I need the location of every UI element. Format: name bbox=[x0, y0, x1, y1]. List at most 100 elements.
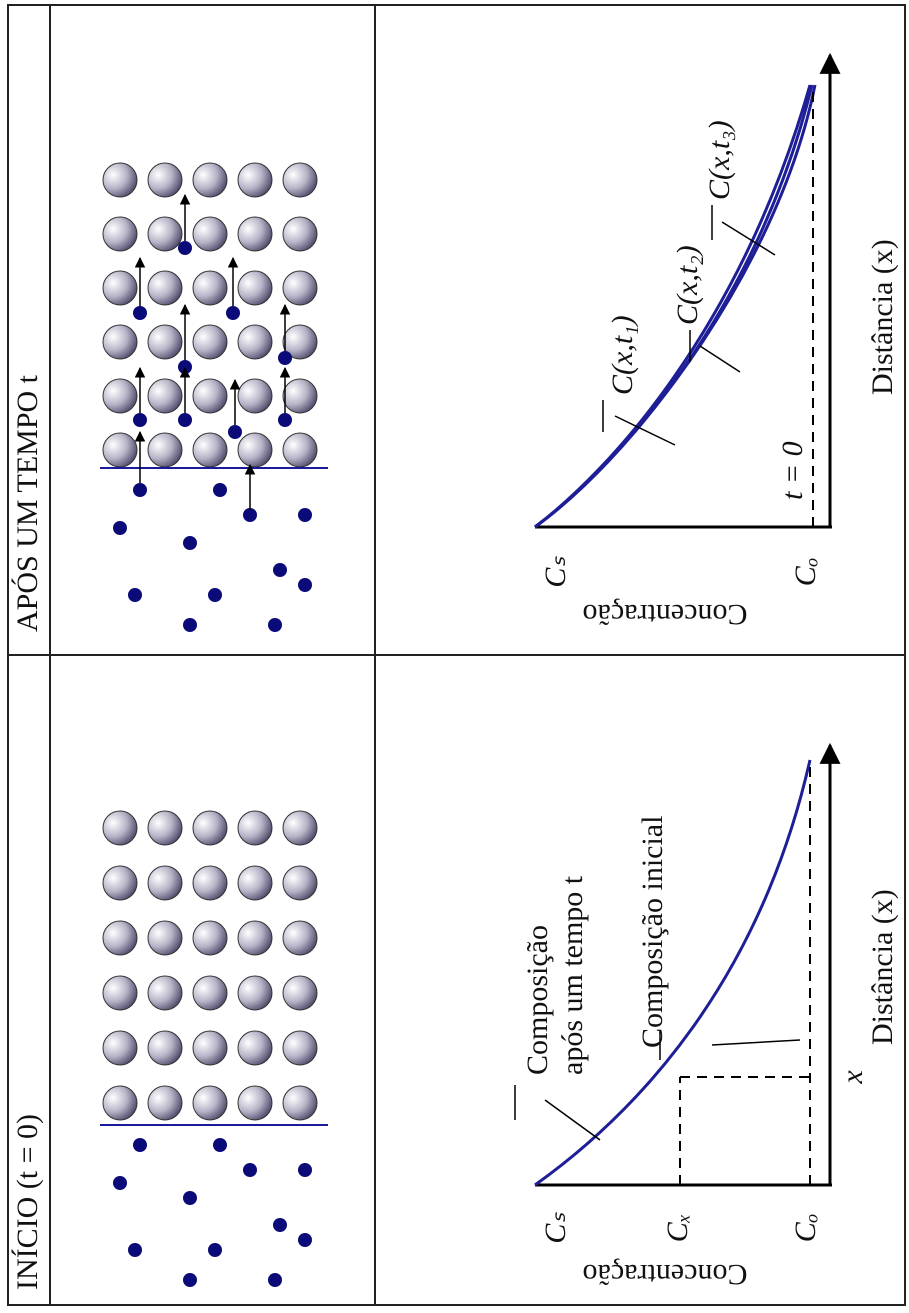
atom bbox=[192, 216, 228, 252]
solute-dot bbox=[298, 508, 312, 522]
atom bbox=[192, 432, 228, 468]
solute-dot bbox=[213, 1138, 227, 1152]
atom bbox=[147, 975, 183, 1011]
atom bbox=[237, 324, 273, 360]
solute-dot bbox=[298, 1233, 312, 1247]
atom bbox=[237, 810, 273, 846]
leader-line bbox=[544, 1099, 601, 1141]
solute-dot bbox=[113, 521, 127, 535]
table-border bbox=[7, 4, 906, 1306]
atom bbox=[192, 1030, 228, 1066]
atom bbox=[102, 1030, 138, 1066]
solute-dot bbox=[226, 306, 240, 320]
atom bbox=[282, 324, 318, 360]
solute-dot bbox=[128, 588, 142, 602]
concentration-curve bbox=[534, 84, 817, 529]
curve-label: C(x,t₂) bbox=[671, 245, 704, 325]
curve-label: C(x,t₁) bbox=[606, 315, 639, 395]
solute-dot bbox=[178, 241, 192, 255]
atom bbox=[102, 1085, 138, 1121]
leader-line bbox=[721, 221, 776, 256]
solute-dot bbox=[208, 1243, 222, 1257]
atom bbox=[192, 920, 228, 956]
solute-dot bbox=[278, 413, 292, 427]
solute-dot bbox=[133, 483, 147, 497]
atom bbox=[192, 1085, 228, 1121]
atom bbox=[102, 162, 138, 198]
atom bbox=[102, 432, 138, 468]
atom bbox=[147, 216, 183, 252]
atom bbox=[147, 920, 183, 956]
x-marker: x bbox=[836, 1070, 869, 1085]
solute-dot bbox=[213, 483, 227, 497]
solute-dot bbox=[183, 1273, 197, 1287]
initial-label: t = 0 bbox=[776, 441, 809, 500]
leader-line bbox=[699, 345, 741, 373]
atom bbox=[147, 324, 183, 360]
solute-dot bbox=[183, 618, 197, 632]
atom bbox=[237, 432, 273, 468]
atom bbox=[282, 975, 318, 1011]
tick-co: Cₒ bbox=[789, 558, 822, 587]
atom bbox=[282, 216, 318, 252]
solute-dot bbox=[298, 1163, 312, 1177]
solute-dot bbox=[178, 413, 192, 427]
atom bbox=[102, 216, 138, 252]
solute-dot bbox=[298, 578, 312, 592]
tick-cx: Cₓ bbox=[661, 1214, 694, 1243]
atom bbox=[102, 270, 138, 306]
atom bbox=[147, 1085, 183, 1121]
atom bbox=[282, 1030, 318, 1066]
tick-co: Cₒ bbox=[789, 1214, 822, 1243]
solute-dot bbox=[273, 1218, 287, 1232]
solute-dot bbox=[133, 306, 147, 320]
header-right: APÓS UM TEMPO t bbox=[11, 374, 44, 632]
atom bbox=[147, 810, 183, 846]
atom bbox=[192, 810, 228, 846]
atom bbox=[192, 324, 228, 360]
drawing: INÍCIO (t = 0) APÓS UM TEMPO t Cₛ Cₓ Cₒ x Dist… bbox=[11, 52, 899, 1291]
atom bbox=[102, 810, 138, 846]
atom bbox=[147, 865, 183, 901]
solute-dot bbox=[183, 1191, 197, 1205]
atom bbox=[147, 432, 183, 468]
atom bbox=[237, 1085, 273, 1121]
y-axis-label: Concentração bbox=[583, 1258, 748, 1291]
atom bbox=[192, 378, 228, 414]
atom bbox=[237, 920, 273, 956]
atom bbox=[282, 270, 318, 306]
solute-dot bbox=[243, 1163, 257, 1177]
y-axis-label: Concentração bbox=[583, 598, 748, 631]
atom bbox=[282, 432, 318, 468]
solute-dot bbox=[278, 351, 292, 365]
atom bbox=[237, 162, 273, 198]
atom bbox=[147, 162, 183, 198]
atom bbox=[237, 216, 273, 252]
atom bbox=[147, 270, 183, 306]
curve-label: C(x,t₃) bbox=[703, 120, 736, 200]
x-axis-label: Distância (x) bbox=[866, 889, 899, 1045]
solute-dot bbox=[268, 618, 282, 632]
atom bbox=[237, 975, 273, 1011]
atom bbox=[282, 920, 318, 956]
atom bbox=[102, 378, 138, 414]
solute-dot bbox=[243, 508, 257, 522]
annotation: Composição inicial bbox=[636, 816, 669, 1048]
atom bbox=[102, 920, 138, 956]
atom bbox=[192, 865, 228, 901]
atom bbox=[237, 1030, 273, 1066]
atom bbox=[282, 865, 318, 901]
atom bbox=[102, 975, 138, 1011]
solute-dot bbox=[133, 1138, 147, 1152]
x-axis-label: Distância (x) bbox=[866, 239, 899, 395]
header-left: INÍCIO (t = 0) bbox=[11, 1114, 44, 1290]
annotation: após um tempo t bbox=[556, 875, 589, 1075]
solute-dot bbox=[228, 425, 242, 439]
tick-cs: Cₛ bbox=[539, 1212, 572, 1244]
atom bbox=[147, 378, 183, 414]
solute-dot bbox=[128, 1243, 142, 1257]
solute-dot bbox=[208, 588, 222, 602]
atom bbox=[282, 810, 318, 846]
concentration-curve bbox=[534, 759, 812, 1187]
